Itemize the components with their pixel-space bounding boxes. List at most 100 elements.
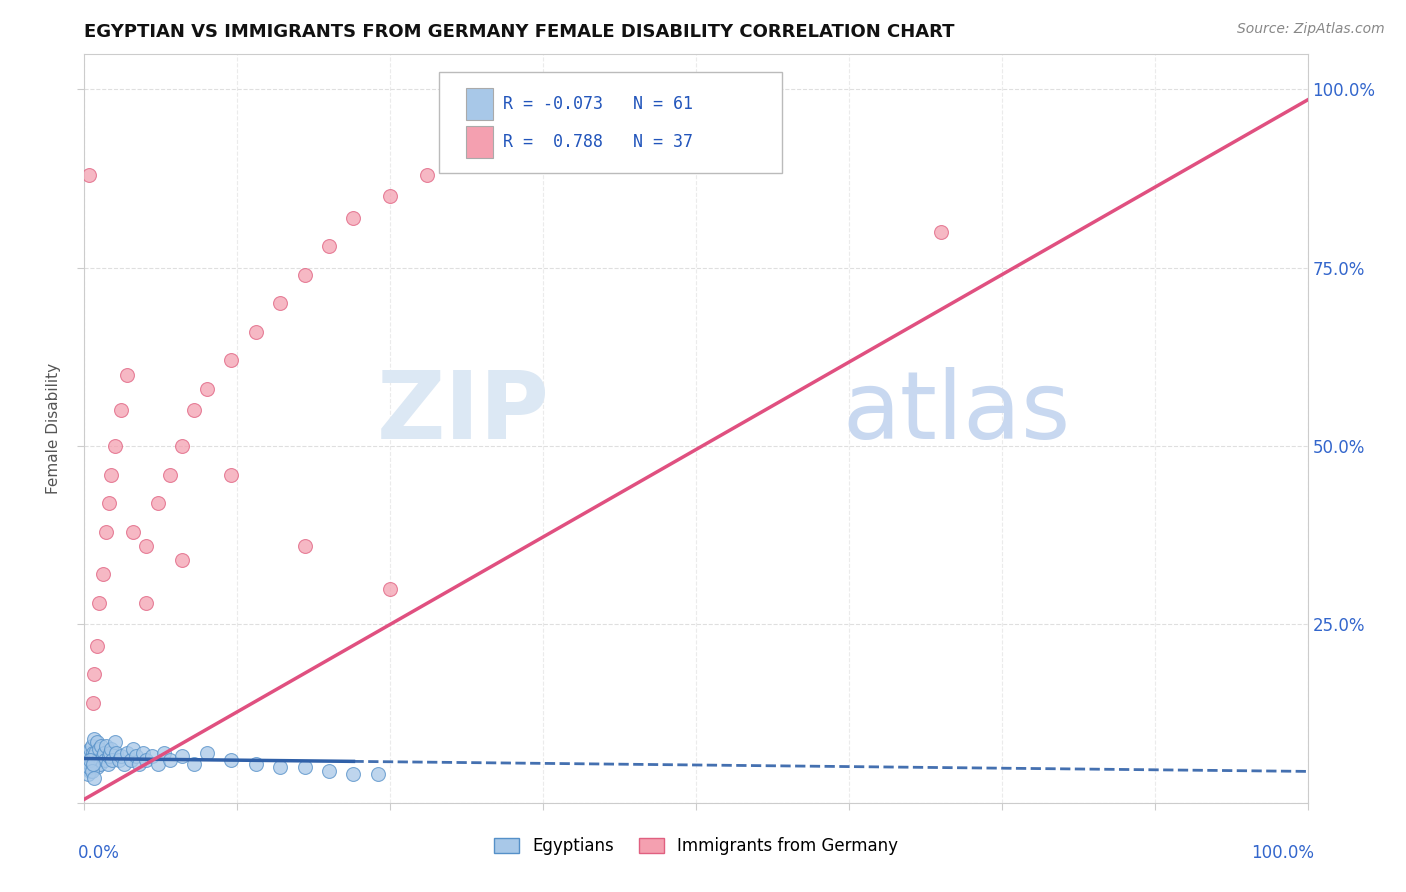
Point	[245, 325, 267, 339]
Point	[100, 467, 122, 482]
Point	[82, 746, 104, 760]
Point	[195, 746, 218, 760]
Point	[97, 756, 120, 771]
Point	[115, 368, 138, 382]
Point	[87, 596, 110, 610]
Point	[120, 753, 142, 767]
Point	[929, 225, 952, 239]
Bar	[465, 126, 494, 158]
Point	[77, 168, 100, 182]
Point	[183, 403, 205, 417]
Point	[172, 749, 194, 764]
Point	[82, 696, 104, 710]
Point	[477, 139, 499, 153]
Point	[125, 749, 148, 764]
Point	[294, 539, 316, 553]
Text: atlas: atlas	[842, 368, 1071, 459]
Point	[122, 524, 145, 539]
Text: EGYPTIAN VS IMMIGRANTS FROM GERMANY FEMALE DISABILITY CORRELATION CHART: EGYPTIAN VS IMMIGRANTS FROM GERMANY FEMA…	[84, 23, 955, 41]
Point	[105, 746, 128, 760]
Point	[380, 582, 402, 596]
Point	[83, 667, 105, 681]
Point	[380, 189, 402, 203]
Point	[86, 735, 108, 749]
Point	[318, 239, 340, 253]
Point	[86, 639, 108, 653]
Point	[104, 439, 127, 453]
Legend: Egyptians, Immigrants from Germany: Egyptians, Immigrants from Germany	[486, 830, 905, 862]
FancyBboxPatch shape	[439, 72, 782, 173]
Point	[128, 756, 150, 771]
Point	[76, 760, 98, 774]
Point	[172, 439, 194, 453]
Point	[135, 753, 157, 767]
Point	[342, 211, 364, 225]
Point	[100, 742, 122, 756]
Point	[342, 767, 364, 781]
Point	[146, 756, 169, 771]
Point	[79, 742, 101, 756]
Point	[83, 731, 105, 746]
Point	[94, 753, 117, 767]
Point	[90, 739, 112, 753]
Point	[89, 756, 111, 771]
Point	[513, 125, 536, 139]
Text: ZIP: ZIP	[377, 368, 550, 459]
Point	[91, 567, 114, 582]
Point	[77, 746, 100, 760]
Point	[80, 753, 103, 767]
Point	[562, 111, 585, 125]
Point	[172, 553, 194, 567]
Point	[135, 596, 157, 610]
Point	[269, 296, 291, 310]
Point	[80, 764, 103, 778]
Y-axis label: Female Disability: Female Disability	[46, 362, 62, 494]
Point	[86, 760, 108, 774]
Text: Source: ZipAtlas.com: Source: ZipAtlas.com	[1237, 22, 1385, 37]
Point	[110, 403, 132, 417]
Point	[107, 753, 129, 767]
Point	[219, 467, 242, 482]
Point	[110, 749, 132, 764]
Point	[97, 496, 120, 510]
Text: R = -0.073   N = 61: R = -0.073 N = 61	[503, 95, 693, 113]
Point	[98, 746, 121, 760]
Point	[183, 756, 205, 771]
Point	[135, 539, 157, 553]
Text: R =  0.788   N = 37: R = 0.788 N = 37	[503, 133, 693, 151]
Point	[97, 749, 120, 764]
Point	[132, 746, 155, 760]
Point	[77, 756, 100, 771]
Point	[79, 764, 101, 778]
Bar	[465, 88, 494, 120]
Point	[115, 746, 138, 760]
Point	[77, 753, 100, 767]
Point	[77, 767, 100, 781]
Point	[101, 753, 124, 767]
Point	[146, 496, 169, 510]
Point	[367, 767, 389, 781]
Point	[416, 168, 439, 182]
Point	[440, 153, 463, 168]
Text: 0.0%: 0.0%	[79, 844, 120, 862]
Point	[80, 739, 103, 753]
Point	[195, 382, 218, 396]
Point	[87, 742, 110, 756]
Point	[112, 756, 135, 771]
Point	[122, 742, 145, 756]
Point	[83, 749, 105, 764]
Point	[91, 749, 114, 764]
Point	[87, 753, 110, 767]
Point	[77, 749, 100, 764]
Point	[104, 735, 127, 749]
Point	[83, 771, 105, 785]
Point	[245, 756, 267, 771]
Point	[159, 467, 181, 482]
Point	[84, 746, 107, 760]
Point	[141, 749, 163, 764]
Point	[219, 353, 242, 368]
Point	[219, 753, 242, 767]
Point	[96, 739, 118, 753]
Text: 100.0%: 100.0%	[1251, 844, 1313, 862]
Point	[82, 756, 104, 771]
